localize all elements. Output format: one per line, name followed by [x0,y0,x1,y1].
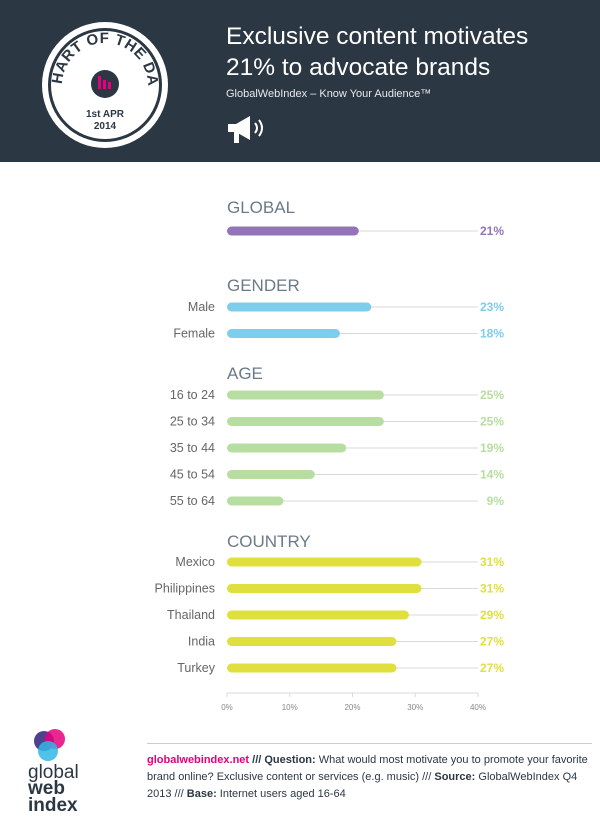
value-label-55-to-64: 9% [487,494,505,508]
bar-female [227,329,340,338]
row-label-mexico: Mexico [175,555,215,569]
section-title-age: AGE [227,364,263,383]
row-label-16-to-24: 16 to 24 [170,388,215,402]
footer-question-label: Question: [264,754,316,766]
header: CHART OF THE DAY 1st APR 2014 Exclusive … [0,0,600,162]
footer-sep: /// [249,754,265,766]
chart-of-the-day-badge: CHART OF THE DAY 1st APR 2014 [40,20,168,148]
subtitle: GlobalWebIndex – Know Your Audience™ [226,88,432,100]
x-tick-label: 10% [282,703,298,712]
footer-site-link[interactable]: globalwebindex.net [147,754,250,766]
footer-source-text: GlobalWebIndex Q4 2013 /// [147,771,578,800]
logo-text-index: index [28,795,78,816]
bar-global [227,226,359,236]
value-label-16-to-24: 25% [480,388,504,402]
value-label-mexico: 31% [480,555,504,569]
footer-base-text: Internet users aged 16-64 [216,788,346,800]
bar-philippines [227,584,422,593]
page-title: Exclusive content motivates 21% to advoc… [226,21,586,83]
value-label-35-to-44: 19% [480,441,504,455]
row-label-55-to-64: 55 to 64 [170,494,215,508]
row-label-35-to-44: 35 to 44 [170,441,215,455]
section-title-global: GLOBAL [227,198,295,217]
bar-india [227,637,397,646]
value-label-global: 21% [480,224,504,238]
x-tick-label: 0% [221,703,233,712]
bar-turkey [227,663,397,673]
bar-mexico [227,557,422,567]
value-label-female: 18% [480,327,504,341]
footer-question-text: What would most motivate you to promote … [147,754,588,783]
megaphone-icon [228,116,263,143]
x-tick-label: 20% [344,703,360,712]
bar-male [227,302,372,312]
title-line-1: Exclusive content motivates [226,23,529,50]
footer-notes: globalwebindex.net /// Question: What wo… [147,752,592,803]
section-title-country: COUNTRY [227,532,311,551]
section-title-gender: GENDER [227,276,300,295]
bar-thailand [227,610,409,620]
footer-divider [147,743,592,744]
title-line-2: 21% to advocate brands [226,54,491,81]
x-tick-label: 30% [407,703,423,712]
bar-25-to-34 [227,417,384,426]
row-label-philippines: Philippines [155,582,215,596]
row-label-female: Female [173,327,215,341]
bar-45-to-54 [227,470,315,479]
row-label-turkey: Turkey [177,661,215,675]
row-label-45-to-54: 45 to 54 [170,468,215,482]
value-label-turkey: 27% [480,661,504,675]
value-label-india: 27% [480,635,504,649]
row-label-india: India [188,635,215,649]
row-label-male: Male [188,300,215,314]
bar-16-to-24 [227,390,384,400]
value-label-25-to-34: 25% [480,415,504,429]
logo-text-global: global [28,762,79,783]
footer-source-label: Source: [434,771,476,783]
bar-chart: GLOBAL 21% GENDER Male 23% Female 18% AGE 16 to … [155,198,505,712]
value-label-thailand: 29% [480,608,504,622]
row-label-thailand: Thailand [167,608,215,622]
row-label-25-to-34: 25 to 34 [170,415,215,429]
value-label-45-to-54: 14% [480,468,504,482]
value-label-male: 23% [480,300,504,314]
value-label-philippines: 31% [480,582,504,596]
badge-date-line1: 1st APR [86,109,125,120]
footer-base-label: Base: [186,788,217,800]
logo-text-web: web [28,778,65,799]
bar-55-to-64 [227,496,284,506]
x-tick-label: 40% [470,703,486,712]
badge-date-line2: 2014 [94,121,117,132]
globalwebindex-logo: global web index [28,729,79,816]
bar-35-to-44 [227,443,347,453]
